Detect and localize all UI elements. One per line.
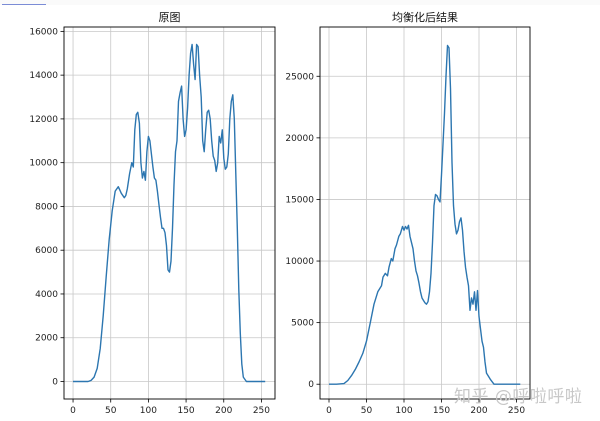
chart-title: 均衡化后结果 — [392, 10, 458, 24]
x-tick-label: 0 — [70, 406, 76, 416]
x-tick-label: 0 — [326, 406, 332, 416]
y-tick-label: 12000 — [29, 115, 58, 125]
x-tick-label: 50 — [105, 406, 117, 416]
top-strip — [0, 0, 600, 5]
chart-equalized: 0 50 100 150 200 250 0 5000 10000 15000 20000 25000… — [285, 10, 531, 416]
x-tick-label: 200 — [470, 406, 487, 416]
data-series-line — [329, 44, 521, 385]
x-tick-label: 200 — [215, 406, 232, 416]
y-tick-label: 6000 — [35, 246, 58, 256]
x-tick-label: 250 — [253, 406, 270, 416]
y-tick-label: 5000 — [291, 319, 314, 329]
x-tick-label: 150 — [433, 406, 450, 416]
plot-frame — [63, 26, 276, 400]
x-tick-label: 250 — [508, 406, 525, 416]
y-tick-label: 14000 — [29, 71, 58, 81]
y-tick-label: 2000 — [35, 334, 58, 344]
x-tick-label: 50 — [361, 406, 373, 416]
y-tick-label: 10000 — [285, 257, 314, 267]
y-tick-label: 8000 — [35, 202, 58, 212]
chart-title: 原图 — [159, 11, 181, 24]
data-series-line — [73, 43, 266, 383]
y-tick-label: 16000 — [29, 27, 58, 37]
x-tick-label: 100 — [140, 406, 157, 416]
x-tick-label: 100 — [395, 406, 412, 416]
y-tick-label: 0 — [308, 380, 314, 390]
plot-frame — [319, 26, 531, 400]
y-tick-label: 0 — [52, 377, 58, 387]
y-tick-label: 4000 — [35, 290, 58, 300]
x-tick-label: 150 — [177, 406, 194, 416]
selection-marker — [2, 0, 46, 5]
chart-original: 0 50 100 150 200 250 0 2000 4000 6000 8000 10000 120… — [29, 11, 276, 416]
y-tick-label: 25000 — [285, 72, 314, 82]
y-tick-label: 10000 — [29, 159, 58, 169]
y-tick-label: 15000 — [285, 195, 314, 205]
watermark-text: 知乎 @呼啦呼啦 — [454, 387, 583, 407]
y-tick-label: 20000 — [285, 134, 314, 144]
